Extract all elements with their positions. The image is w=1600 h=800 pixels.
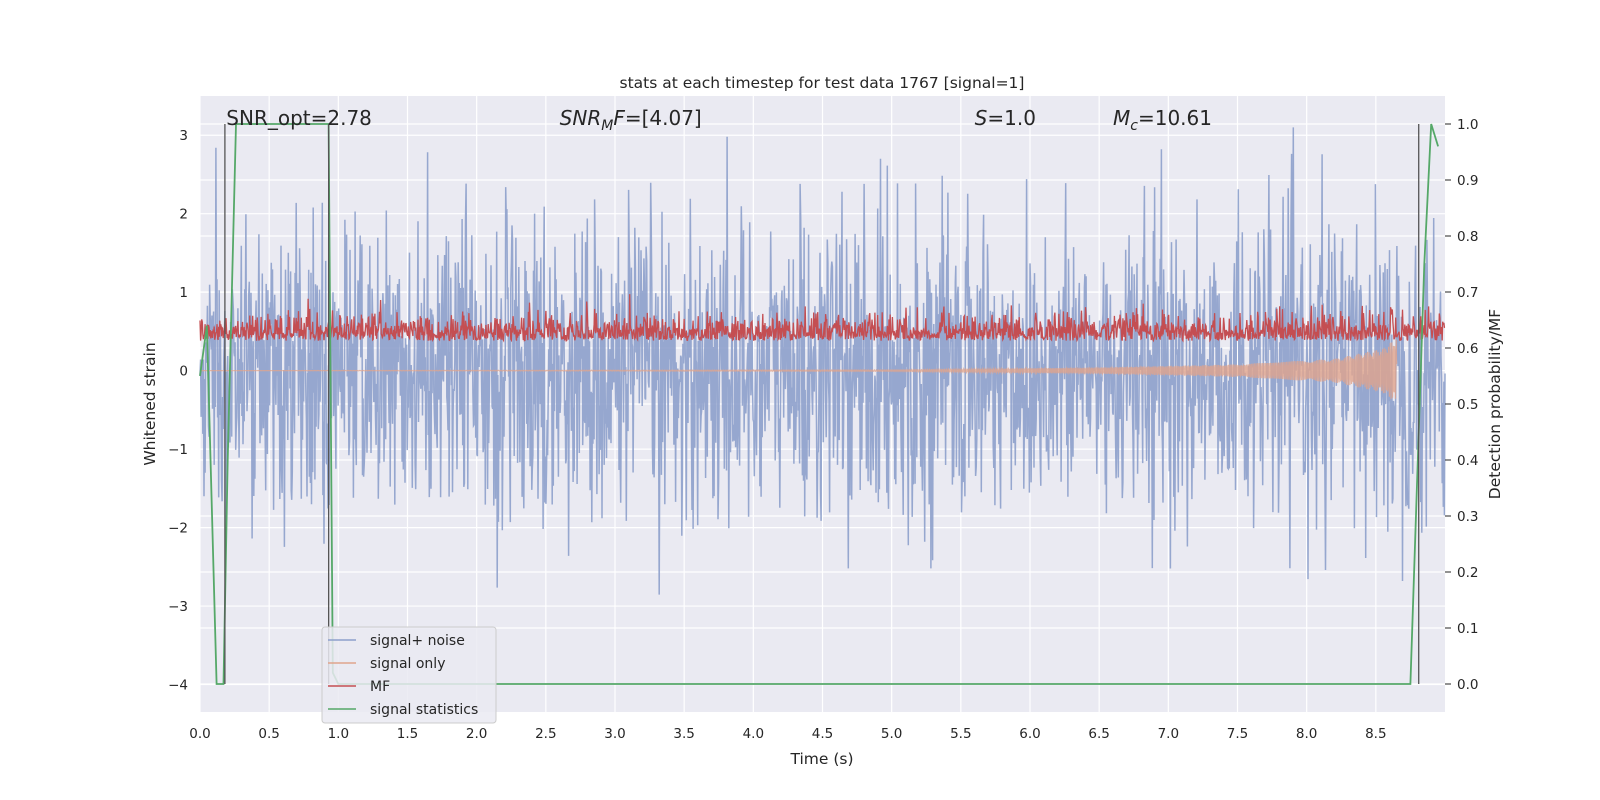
x-tick-label: 4.5	[812, 726, 833, 742]
x-tick-label: 2.5	[535, 726, 556, 742]
x-tick-label: 1.0	[328, 726, 349, 742]
x-tick-label: 3.0	[604, 726, 625, 742]
legend: signal+ noise signal only MF signal stat…	[321, 626, 497, 724]
x-tick-label: 6.0	[1019, 726, 1040, 742]
vertical-markers	[224, 124, 1420, 684]
y-axis-label: Whitened strain	[141, 342, 159, 465]
y-tick-label: 1	[179, 285, 188, 301]
x-axis-label: Time (s)	[789, 750, 853, 768]
ticks: 0.0 0.5 1.0 1.5 2.0 2.5 3.0 3.5 4.0 4.5 5.0 5.5 6.0 6…	[168, 117, 1478, 742]
x-tick-label: 0.0	[189, 726, 210, 742]
y2-axis-label: Detection probability/MF	[1486, 309, 1504, 500]
y2-tick-label: 0.7	[1457, 285, 1478, 301]
annotation-0: SNR_opt=2.78	[226, 106, 372, 130]
x-tick-label: 2.0	[466, 726, 487, 742]
y2-tick-label: 0.9	[1457, 173, 1478, 189]
annotations: SNR_opt=2.78 SNRMF=[4.07] S=1.0 Mc=10.61	[226, 106, 1212, 134]
y-tick-label: −4	[168, 678, 188, 694]
chart-title: stats at each timestep for test data 176…	[620, 74, 1025, 92]
legend-label-signal-statistics: signal statistics	[370, 702, 478, 718]
series-signal-only	[200, 339, 1398, 400]
y2-tick-label: 0.4	[1457, 453, 1478, 469]
y2-tick-label: 0.1	[1457, 621, 1478, 637]
x-tick-label: 8.5	[1365, 726, 1386, 742]
y2-tick-label: 1.0	[1457, 117, 1478, 133]
annotation-1: SNRMF=[4.07]	[560, 106, 702, 134]
x-tick-label: 5.5	[950, 726, 971, 742]
legend-label-mf: MF	[370, 679, 390, 695]
y2-tick-label: 0.5	[1457, 397, 1478, 413]
legend-label-signal-only: signal only	[370, 656, 445, 672]
y-tick-label: 2	[179, 207, 188, 223]
x-tick-label: 7.5	[1227, 726, 1248, 742]
x-tick-label: 7.0	[1158, 726, 1179, 742]
x-tick-label: 5.0	[881, 726, 902, 742]
y2-tick-label: 0.0	[1457, 677, 1478, 693]
y2-tick-label: 0.3	[1457, 509, 1478, 525]
x-tick-label: 6.5	[1088, 726, 1109, 742]
y-tick-label: 3	[179, 128, 188, 144]
series-mf	[199, 294, 1446, 343]
y2-tick-label: 0.6	[1457, 341, 1478, 357]
legend-label-signal-noise: signal+ noise	[370, 633, 465, 649]
x-tick-label: 4.0	[743, 726, 764, 742]
x-tick-label: 3.5	[673, 726, 694, 742]
x-tick-label: 0.5	[258, 726, 279, 742]
y-tick-label: −3	[168, 599, 188, 615]
x-tick-label: 1.5	[397, 726, 418, 742]
series-signal-noise	[199, 127, 1446, 595]
y2-tick-label: 0.8	[1457, 229, 1478, 245]
x-tick-label: 8.0	[1296, 726, 1317, 742]
y2-tick-label: 0.2	[1457, 565, 1478, 581]
legend-box	[321, 626, 497, 724]
y-tick-label: −2	[168, 521, 188, 537]
annotation-2: S=1.0	[975, 106, 1036, 130]
y-tick-label: −1	[168, 442, 188, 458]
annotation-3: Mc=10.61	[1113, 106, 1212, 134]
y-tick-label: 0	[179, 364, 188, 380]
